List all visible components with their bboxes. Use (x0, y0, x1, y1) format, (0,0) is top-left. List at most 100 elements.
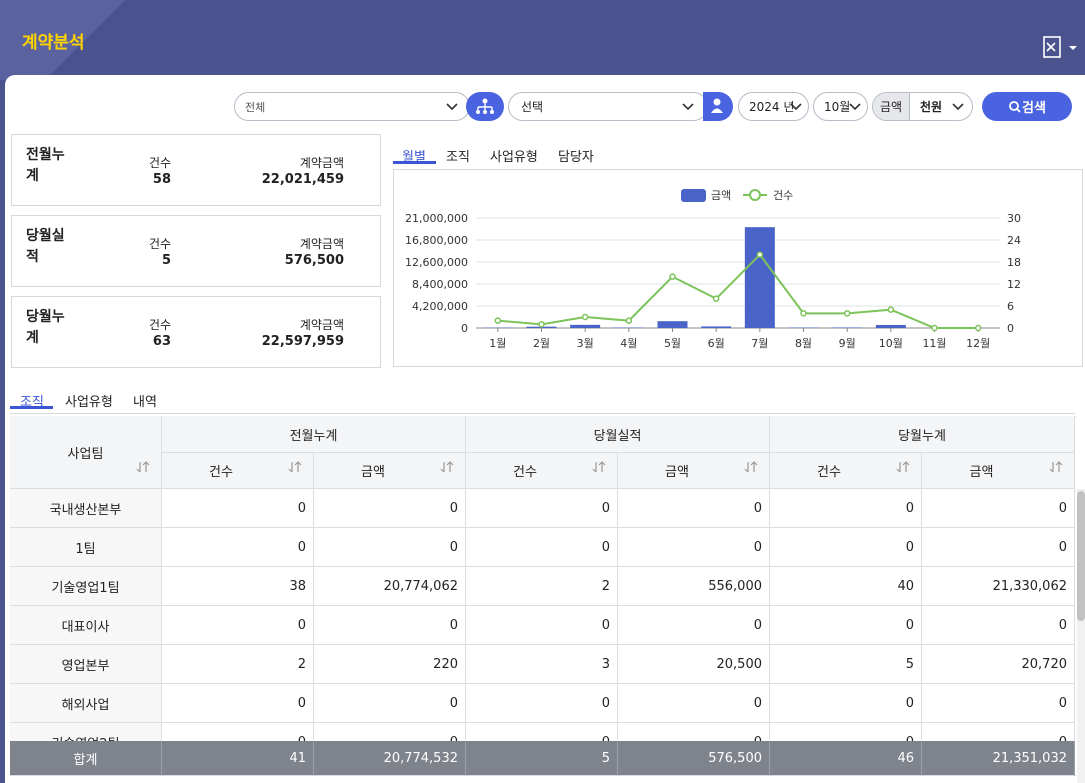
total-cell: 5 (466, 741, 618, 776)
amount-label: 계약금액 (212, 235, 344, 252)
number-cell: 0 (922, 723, 1075, 741)
legend-swatch (681, 189, 706, 202)
line-point (495, 318, 500, 323)
count-label: 건수 (112, 316, 208, 333)
number-cell: 38 (162, 567, 314, 606)
line-point (583, 315, 588, 320)
number-cell: 0 (922, 684, 1075, 723)
number-cell: 0 (162, 528, 314, 567)
y2-tick-label: 6 (1007, 300, 1014, 313)
number-cell: 0 (314, 606, 466, 645)
number-cell: 21,330,062 (922, 567, 1075, 606)
number-cell: 0 (770, 489, 922, 528)
y2-tick-label: 24 (1007, 234, 1021, 247)
scroll-thumb[interactable] (1077, 491, 1085, 621)
amount-label: 계약금액 (212, 154, 344, 171)
number-cell: 0 (162, 606, 314, 645)
x-tick-label: 6월 (708, 337, 725, 350)
sort-icon (288, 460, 302, 478)
line (498, 255, 978, 328)
tab[interactable]: 조직 (446, 146, 470, 165)
bar (570, 325, 600, 328)
x-tick-label: 7월 (751, 337, 768, 350)
number-cell: 0 (314, 489, 466, 528)
sort-icon (592, 460, 606, 478)
number-cell: 0 (922, 489, 1075, 528)
row-header: 기술영업2팀 (10, 723, 162, 741)
number-cell: 0 (770, 528, 922, 567)
total-label: 합계 (10, 741, 162, 776)
tab[interactable]: 사업유형 (65, 391, 113, 410)
row-header: 대표이사 (10, 606, 162, 645)
bar (832, 327, 862, 328)
bar (658, 321, 688, 328)
row-header: 영업본부 (10, 645, 162, 684)
number-cell: 0 (466, 528, 618, 567)
number-cell: 0 (618, 684, 770, 723)
number-cell: 0 (618, 489, 770, 528)
summary-card: 전월누계건수58계약금액22,021,459 (11, 134, 381, 206)
table-body: 국내생산본부0000001팀000000기술영업1팀3820,774,06225… (0, 489, 1085, 741)
line-point (714, 296, 719, 301)
number-cell: 0 (466, 684, 618, 723)
legend-label: 건수 (773, 189, 793, 202)
number-cell: 0 (770, 684, 922, 723)
number-cell: 556,000 (618, 567, 770, 606)
number-cell: 20,500 (618, 645, 770, 684)
line-point (801, 311, 806, 316)
total-cell: 21,351,032 (922, 741, 1075, 776)
legend-swatch (750, 190, 760, 200)
sort-icon (896, 460, 910, 478)
sort-icon (1049, 460, 1063, 478)
row-header: 해외사업 (10, 684, 162, 723)
number-cell: 40 (770, 567, 922, 606)
number-cell: 0 (618, 723, 770, 741)
x-tick-label: 10월 (879, 337, 903, 350)
scrollbar[interactable] (1077, 489, 1085, 783)
total-cell: 46 (770, 741, 922, 776)
bar (745, 227, 775, 328)
x-tick-label: 3월 (577, 337, 594, 350)
number-cell: 220 (314, 645, 466, 684)
x-tick-label: 9월 (839, 337, 856, 350)
row-header: 기술영업1팀 (10, 567, 162, 606)
amount-value: 22,021,459 (212, 172, 344, 187)
y2-tick-label: 12 (1007, 278, 1021, 291)
number-cell: 0 (922, 528, 1075, 567)
number-cell: 0 (922, 606, 1075, 645)
y-tick-label: 4,200,000 (412, 300, 468, 313)
line-point (976, 326, 981, 331)
number-cell: 0 (466, 489, 618, 528)
tab[interactable]: 사업유형 (490, 146, 538, 165)
row-header: 국내생산본부 (10, 489, 162, 528)
amount-label: 계약금액 (212, 316, 344, 333)
tab[interactable]: 담당자 (558, 146, 594, 165)
tab-underline (393, 161, 436, 164)
y-tick-label: 16,800,000 (405, 234, 468, 247)
number-cell: 2 (162, 645, 314, 684)
total-cell: 41 (162, 741, 314, 776)
header-group: 전월누계 (162, 416, 466, 453)
x-tick-label: 4월 (620, 337, 637, 350)
row-header: 1팀 (10, 528, 162, 567)
line-point (888, 307, 893, 312)
line-point (932, 326, 937, 331)
line-point (626, 318, 631, 323)
number-cell: 0 (618, 606, 770, 645)
number-cell: 0 (466, 723, 618, 741)
summary-card: 당월실적건수5계약금액576,500 (11, 215, 381, 287)
line-point (845, 311, 850, 316)
total-cell: 576,500 (618, 741, 770, 776)
tab[interactable]: 내역 (133, 391, 157, 410)
sort-icon (136, 460, 150, 478)
amount-value: 576,500 (212, 253, 344, 268)
sort-icon (440, 460, 454, 478)
x-tick-label: 2월 (533, 337, 550, 350)
x-tick-label: 5월 (664, 337, 681, 350)
card-label: 당월실적 (26, 226, 74, 268)
number-cell: 0 (314, 684, 466, 723)
legend-label: 금액 (711, 189, 731, 202)
bar (701, 326, 731, 328)
x-tick-label: 11월 (922, 337, 946, 350)
